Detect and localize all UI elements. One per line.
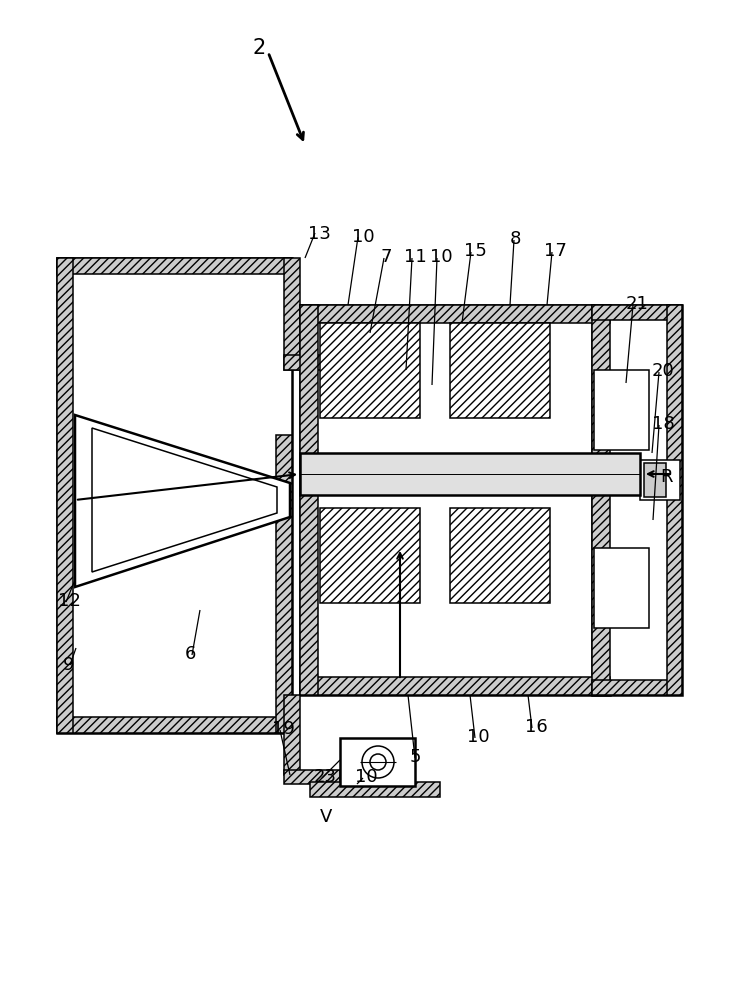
- Bar: [300, 677, 610, 695]
- Text: 5: 5: [410, 748, 421, 766]
- Text: R: R: [660, 468, 672, 486]
- Bar: [667, 305, 682, 695]
- Text: 23: 23: [314, 768, 337, 786]
- Bar: [284, 770, 340, 784]
- Bar: [320, 508, 420, 603]
- Text: 11: 11: [404, 248, 427, 266]
- Bar: [644, 463, 666, 497]
- Text: 10: 10: [430, 248, 453, 266]
- Bar: [640, 460, 680, 500]
- Bar: [592, 305, 682, 695]
- Text: 6: 6: [185, 645, 196, 663]
- Text: 7: 7: [380, 248, 391, 266]
- Bar: [592, 680, 682, 695]
- Bar: [284, 258, 300, 370]
- Bar: [592, 305, 610, 695]
- Bar: [300, 305, 610, 323]
- Bar: [340, 738, 415, 786]
- Text: 8: 8: [510, 230, 521, 248]
- Bar: [594, 548, 649, 628]
- Polygon shape: [92, 428, 277, 572]
- Bar: [310, 782, 440, 797]
- Text: 16: 16: [525, 718, 548, 736]
- Text: 18: 18: [652, 415, 675, 433]
- Bar: [300, 305, 318, 695]
- Text: 17: 17: [544, 242, 567, 260]
- Bar: [57, 258, 292, 733]
- Text: 13: 13: [308, 225, 331, 243]
- Polygon shape: [75, 415, 290, 587]
- Text: 20: 20: [652, 362, 675, 380]
- Bar: [592, 305, 682, 320]
- Text: 15: 15: [464, 242, 487, 260]
- Text: 10: 10: [352, 228, 374, 246]
- Bar: [284, 355, 340, 370]
- Bar: [320, 323, 420, 418]
- Bar: [57, 258, 292, 274]
- Bar: [57, 258, 73, 733]
- Circle shape: [370, 754, 386, 770]
- Text: 10: 10: [467, 728, 490, 746]
- Bar: [450, 323, 550, 418]
- Text: 12: 12: [58, 592, 81, 610]
- Text: 9: 9: [63, 656, 74, 674]
- Bar: [57, 717, 292, 733]
- Bar: [284, 695, 300, 775]
- Bar: [300, 305, 610, 695]
- Bar: [276, 435, 292, 733]
- Bar: [450, 508, 550, 603]
- Text: V: V: [320, 808, 332, 826]
- Text: 19: 19: [272, 720, 295, 738]
- Text: 2: 2: [253, 38, 266, 58]
- Bar: [300, 453, 640, 495]
- Text: 10: 10: [355, 768, 377, 786]
- Circle shape: [362, 746, 394, 778]
- Bar: [594, 370, 649, 450]
- Text: 21: 21: [626, 295, 649, 313]
